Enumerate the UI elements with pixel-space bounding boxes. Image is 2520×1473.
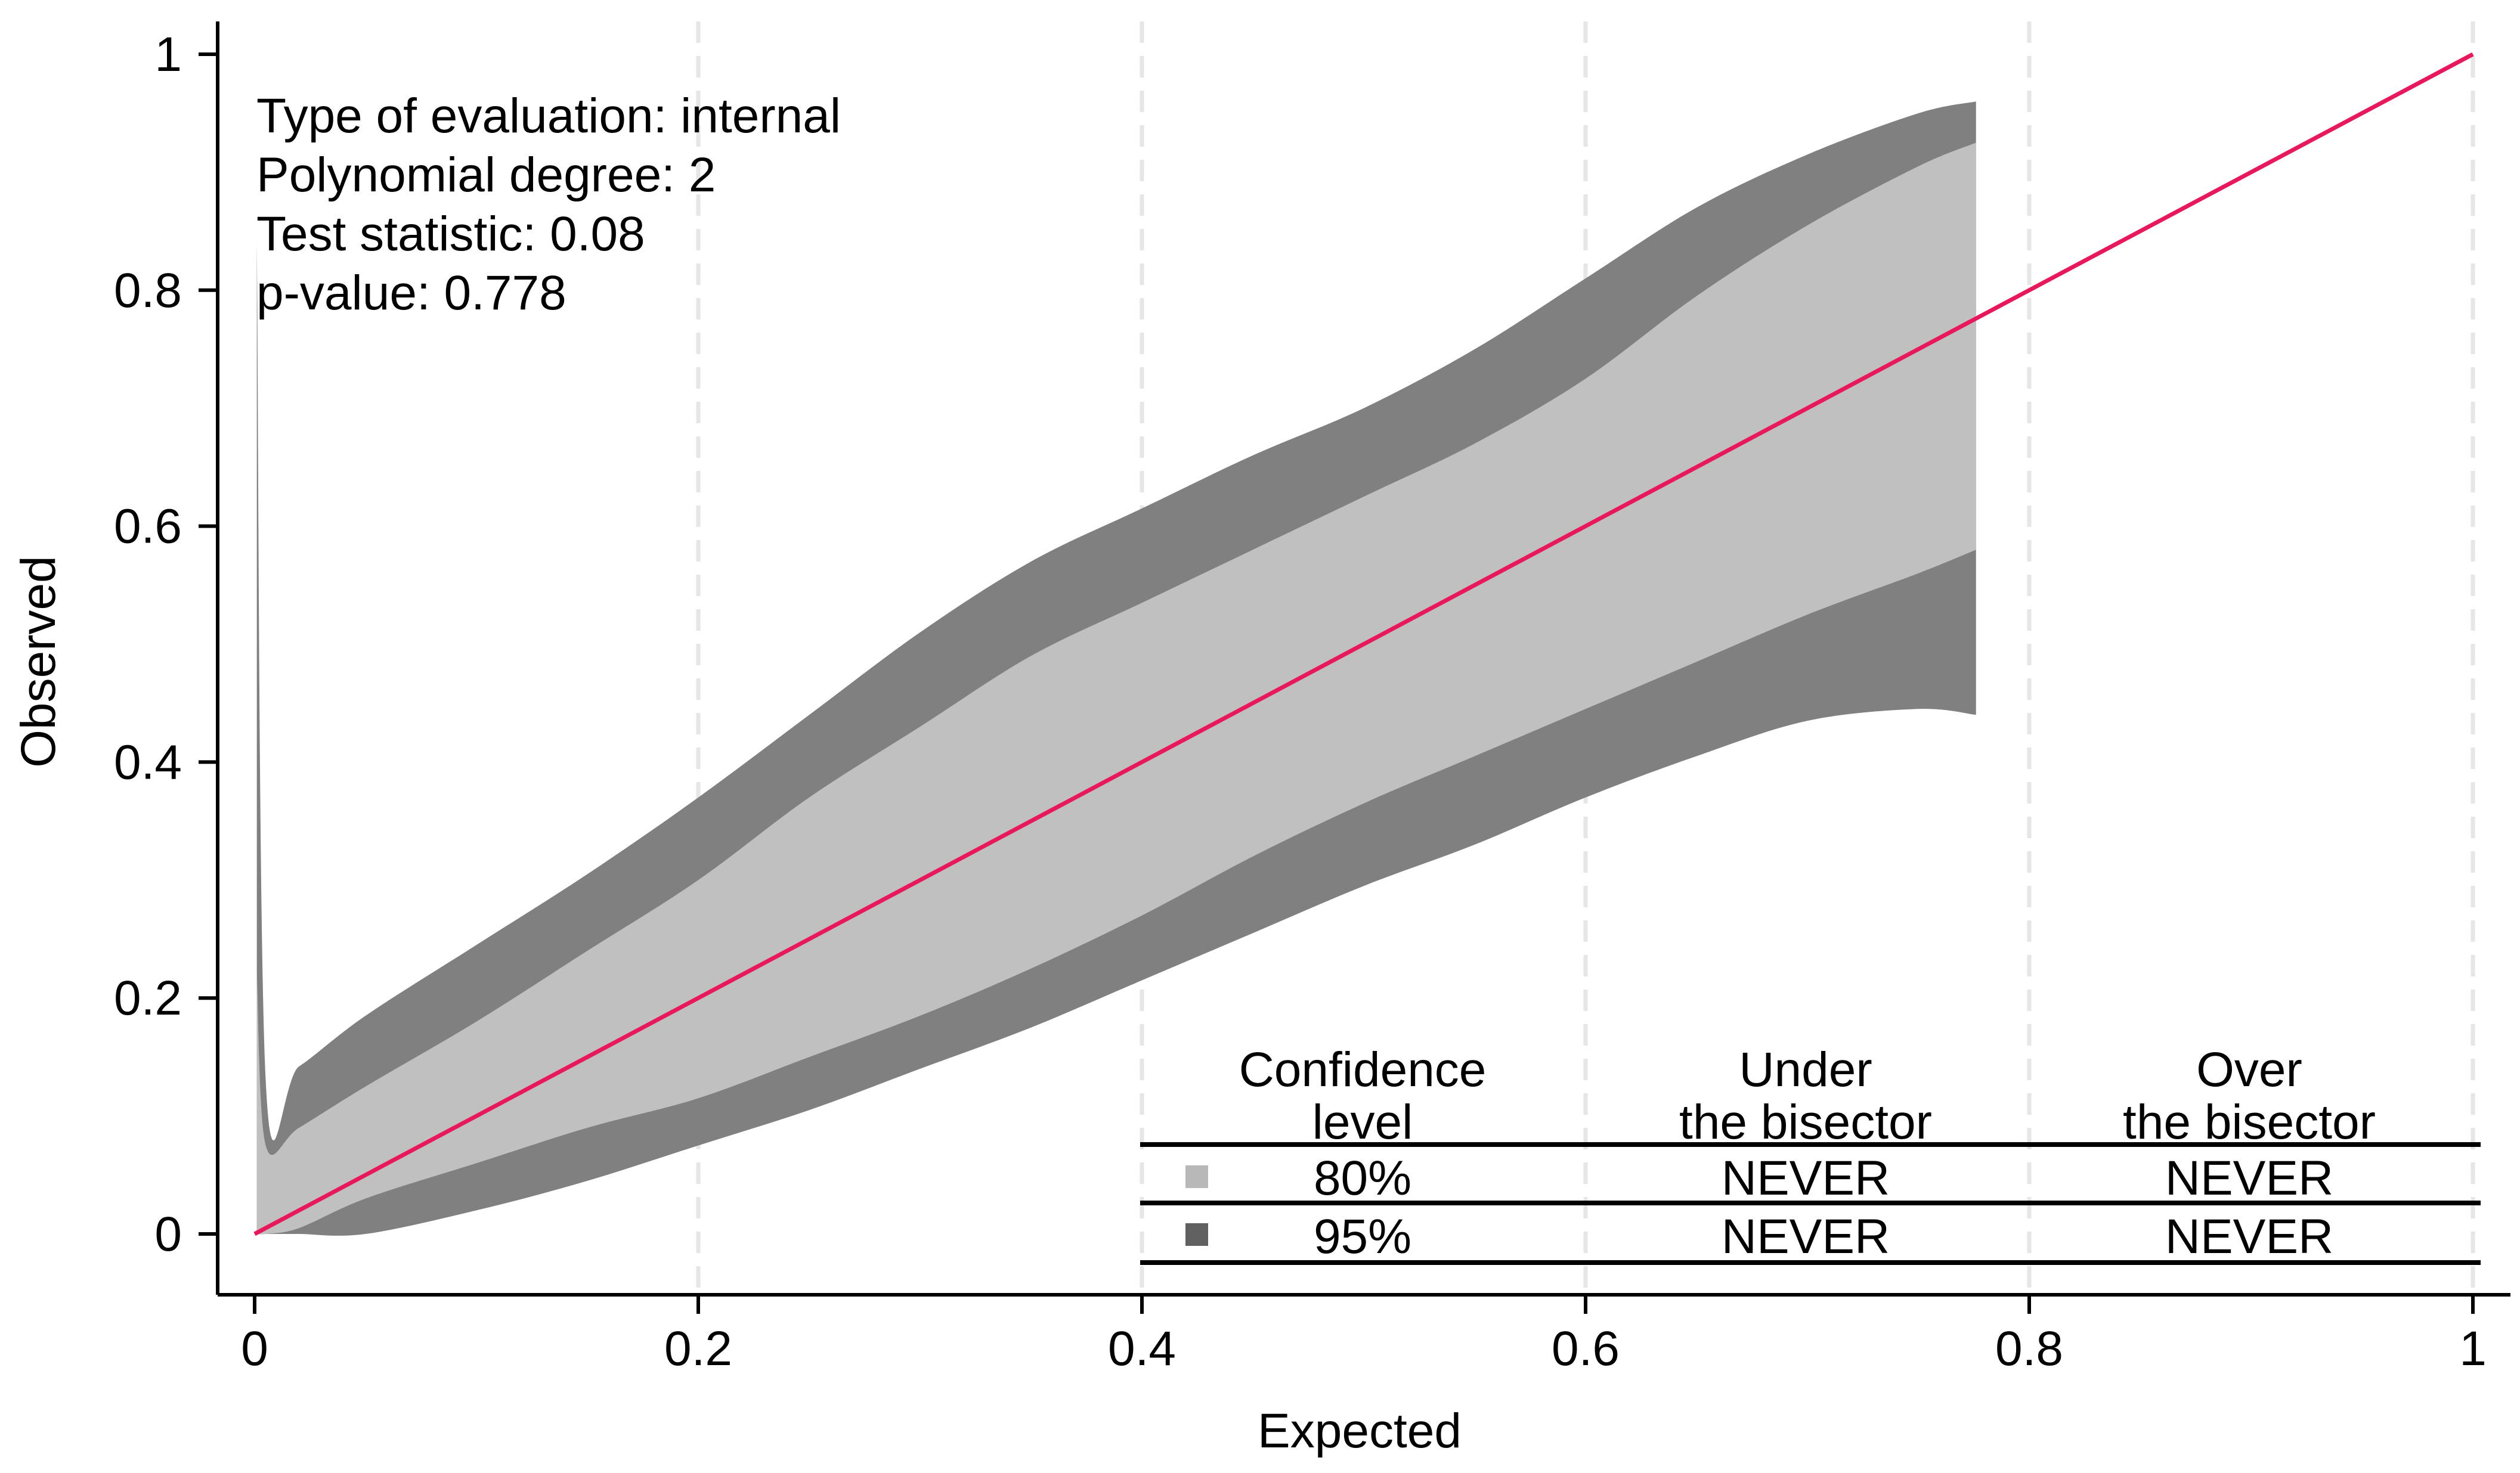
annotation-test-statistic: Test statistic: 0.08 (256, 207, 645, 261)
bisector-line (253, 52, 2474, 1236)
x-axis-ticks: 0 0.2 0.4 0.6 0.8 1 (241, 1295, 2487, 1376)
x-tick-label-1: 0.2 (664, 1322, 732, 1376)
table-header-over: Over (2196, 1043, 2302, 1097)
table-header-level: level (1312, 1095, 1413, 1149)
y-tick-label-2: 0.4 (114, 735, 182, 789)
table-row-95-over: NEVER (2165, 1210, 2334, 1264)
axes (216, 21, 2510, 1297)
x-tick-label-3: 0.6 (1552, 1322, 1620, 1376)
y-tick-label-1: 0.2 (114, 971, 182, 1025)
legend-swatch-80 (1185, 1165, 1208, 1188)
table-row-95-under: NEVER (1722, 1210, 1890, 1264)
table-header-over-bisector: the bisector (2123, 1095, 2376, 1149)
y-axis-ticks: 0 0.2 0.4 0.6 0.8 1 (114, 27, 218, 1261)
legend-swatch-95 (1185, 1223, 1208, 1246)
table-row-80-under: NEVER (1722, 1151, 1890, 1205)
table-header-confidence: Confidence (1239, 1043, 1487, 1097)
table-row-80-level: 80% (1314, 1151, 1411, 1205)
x-tick-label-5: 1 (2459, 1322, 2487, 1376)
legend-table: Confidence level Under the bisector Over… (1140, 1043, 2481, 1265)
x-axis-title: Expected (1258, 1404, 1462, 1458)
stats-annotation: Type of evaluation: internal Polynomial … (256, 89, 841, 320)
x-tick-label-0: 0 (241, 1322, 268, 1376)
confidence-bands (256, 101, 1976, 1236)
table-header-under: Under (1739, 1043, 1872, 1097)
bisector-layer (253, 52, 2474, 1236)
band-80 (256, 142, 1976, 1235)
x-tick-label-4: 0.8 (1995, 1322, 2063, 1376)
y-tick-label-4: 0.8 (114, 263, 182, 318)
annotation-polynomial-degree: Polynomial degree: 2 (256, 148, 716, 202)
annotation-evaluation-type: Type of evaluation: internal (256, 89, 841, 143)
x-tick-label-2: 0.4 (1108, 1322, 1176, 1376)
table-header-under-bisector: the bisector (1679, 1095, 1932, 1149)
table-row-95-level: 95% (1314, 1210, 1411, 1264)
y-tick-label-5: 1 (154, 27, 182, 82)
table-row-80-over: NEVER (2165, 1151, 2334, 1205)
y-tick-label-0: 0 (154, 1207, 182, 1261)
y-axis-title: Observed (11, 556, 66, 768)
y-tick-label-3: 0.6 (114, 500, 182, 554)
annotation-p-value: p-value: 0.778 (256, 266, 566, 320)
